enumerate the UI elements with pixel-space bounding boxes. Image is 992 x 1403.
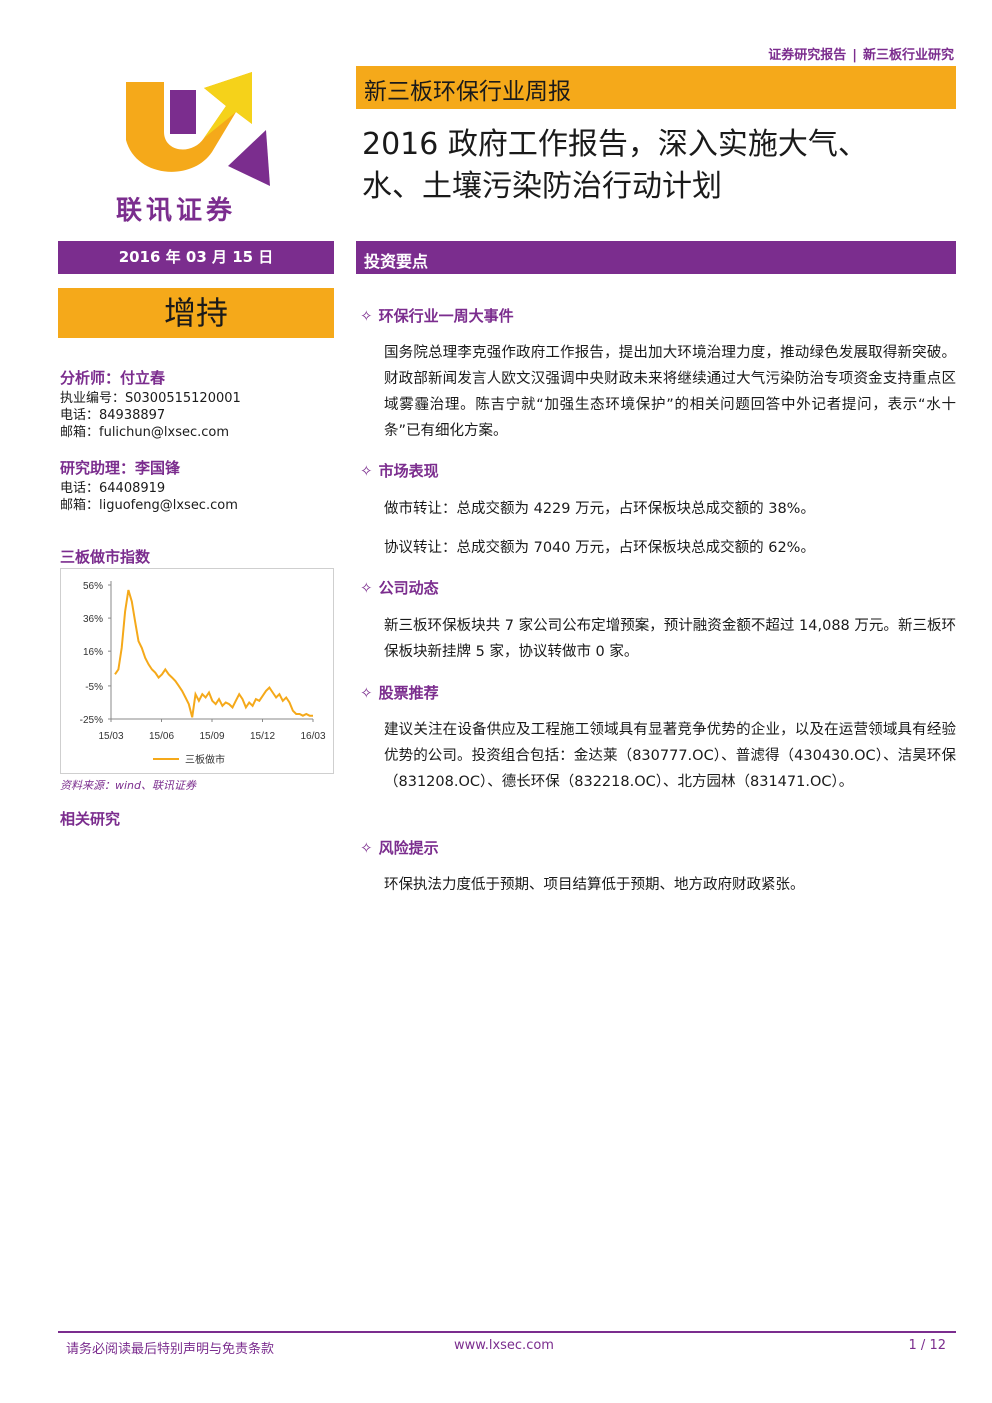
- related-research-title: 相关研究: [60, 810, 121, 828]
- section-paragraph-company: 新三板环保板块共 7 家公司公布定增预案，预计融资金额不超过 14,088 万元…: [384, 618, 956, 660]
- chart-x-tick-label: 15/06: [149, 731, 174, 742]
- section-paragraph-events: 国务院总理李克强作政府工作报告，提出加大环境治理力度，推动绿色发展取得新突破。财…: [384, 345, 956, 439]
- chart-y-tick-label: 56%: [83, 581, 103, 592]
- analyst-phone: 电话：84938897: [60, 408, 166, 423]
- chart-x-tick-label: 15/09: [199, 731, 224, 742]
- assistant-name: 研究助理：李国锋: [60, 459, 181, 477]
- diamond-icon: ✧: [360, 579, 373, 597]
- company-logo: 联讯证券: [112, 66, 282, 226]
- analyst-license: 执业编号：S0300515120001: [60, 391, 241, 406]
- section-heading-events: ✧ 环保行业一周大事件: [360, 307, 514, 325]
- section-paragraph-risk: 环保执法力度低于预期、项目结算低于预期、地方政府财政紧张。: [384, 877, 805, 893]
- tag-separator: |: [852, 48, 857, 63]
- logo-wordmark: 联讯证券: [116, 196, 237, 226]
- index-chart-svg: 56% 36% 16% -5% -25% 15/03 15/06 15/09 15/12 16/0…: [80, 581, 326, 766]
- analyst-name: 分析师：付立春: [60, 369, 166, 387]
- investment-highlights-bar: 投资要点: [356, 241, 956, 274]
- assistant-phone: 电话：64408919: [60, 481, 166, 496]
- chart-y-tick-label: 36%: [83, 614, 103, 625]
- rating-badge: 增持: [58, 288, 334, 338]
- analyst-card: 分析师：付立春 执业编号：S0300515120001 电话：84938897 …: [60, 370, 241, 441]
- analyst-email: 邮箱：fulichun@lxsec.com: [60, 425, 230, 440]
- report-series-bar: 新三板环保行业周报: [356, 66, 956, 109]
- chart-x-tick-label: 16/03: [300, 731, 325, 742]
- chart-title: 三板做市指数: [60, 548, 151, 566]
- chart-x-tick-label: 15/12: [250, 731, 275, 742]
- chart-y-tick-label: 16%: [83, 647, 103, 658]
- section-heading-risk: ✧ 风险提示: [360, 839, 439, 857]
- section-paragraph-market-mm: 做市转让：总成交额为 4229 万元，占环保板块总成交额的 38%。: [384, 501, 815, 517]
- diamond-icon: ✧: [360, 307, 373, 325]
- report-series: 新三板环保行业周报: [364, 79, 571, 105]
- section-paragraph-market-neg: 协议转让：总成交额为 7040 万元，占环保板块总成交额的 62%。: [384, 540, 815, 556]
- tag-industry: 新三板行业研究: [862, 48, 954, 63]
- section-heading-market: ✧ 市场表现: [360, 462, 439, 480]
- chart-legend-label: 三板做市: [185, 753, 225, 766]
- footer-divider: [58, 1331, 956, 1333]
- chart-y-tick-label: -25%: [80, 715, 103, 726]
- section-paragraph-stocks: 建议关注在设备供应及工程施工领域具有显著竞争优势的企业，以及在运营领域具有经验优…: [384, 722, 956, 790]
- report-title-line2: 水、土壤污染防治行动计划: [362, 169, 722, 204]
- index-chart: 56% 36% 16% -5% -25% 15/03 15/06 15/09 15/12 16/0…: [60, 568, 334, 774]
- report-date: 2016 年 03 月 15 日: [58, 241, 334, 274]
- footer-disclaimer: 请务必阅读最后特别声明与免责条款: [66, 1342, 275, 1357]
- footer-page-number: 1 / 12: [908, 1338, 946, 1353]
- diamond-icon: ✧: [360, 462, 373, 480]
- chart-source: 资料来源：wind、联讯证券: [60, 779, 197, 792]
- report-title-line1: 2016 政府工作报告，深入实施大气、: [362, 127, 868, 162]
- investment-highlights-label: 投资要点: [364, 252, 429, 271]
- chart-series-line: [114, 589, 313, 718]
- report-category-tag: 证券研究报告 | 新三板行业研究: [768, 44, 954, 63]
- assistant-card: 研究助理：李国锋 电话：64408919 邮箱：liguofeng@lxsec.…: [60, 460, 238, 514]
- logo-mark-icon: [126, 72, 270, 186]
- section-heading-company: ✧ 公司动态: [360, 579, 439, 597]
- report-title: 2016 政府工作报告，深入实施大气、 水、土壤污染防治行动计划: [362, 124, 962, 208]
- chart-x-tick-label: 15/03: [98, 731, 123, 742]
- tag-research-report: 证券研究报告: [768, 48, 847, 63]
- footer-website: www.lxsec.com: [454, 1338, 554, 1353]
- diamond-icon: ✧: [360, 839, 373, 857]
- chart-y-tick-label: -5%: [85, 682, 103, 693]
- diamond-icon: ✧: [360, 684, 373, 702]
- section-heading-stocks: ✧ 股票推荐: [360, 684, 439, 702]
- assistant-email: 邮箱：liguofeng@lxsec.com: [60, 498, 238, 513]
